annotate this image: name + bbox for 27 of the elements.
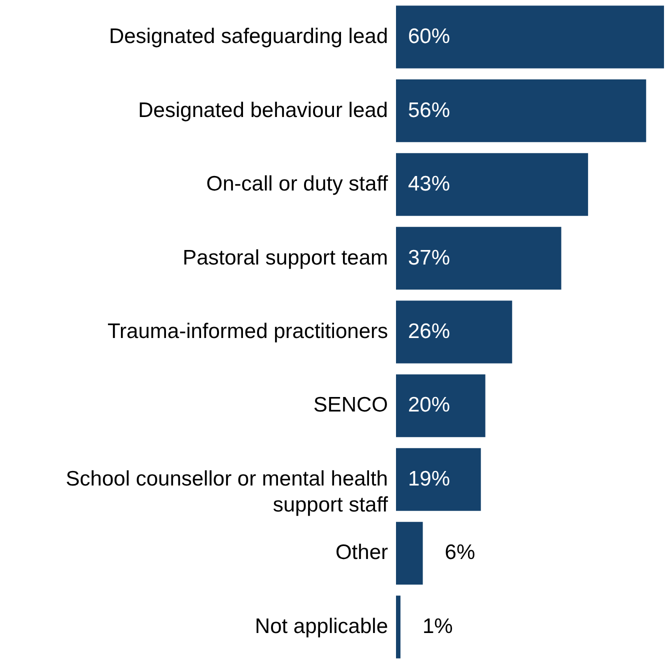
y-tick-label: Other [335,541,388,564]
bar [396,374,486,438]
bar [396,300,512,364]
y-tick-label: Not applicable [254,614,388,638]
bar [396,226,562,290]
y-tick-label: Trauma-informed practitioners [108,320,388,343]
data-label: 26% [408,320,450,343]
y-tick-label: Designated safeguarding lead [108,25,388,48]
data-label: 19% [408,467,450,490]
data-label: 60% [408,25,450,48]
y-tick-label: School counsellor or mental health support staff [66,467,388,516]
bar [396,153,588,216]
data-label: 56% [408,98,450,122]
bar [396,522,423,585]
bar [396,448,481,511]
data-label: 1% [422,614,453,638]
data-label: 6% [444,541,476,564]
bar [396,596,400,658]
data-label: 37% [408,246,450,270]
bar [396,6,664,68]
data-label: 43% [408,172,450,196]
y-tick-label: On-call or duty staff [206,172,388,196]
data-label: 20% [408,394,450,417]
y-tick-label: Pastoral support team [182,246,388,270]
bar [396,79,646,142]
y-tick-label: SENCO [313,394,388,417]
y-tick-label: Designated behaviour lead [138,98,388,122]
